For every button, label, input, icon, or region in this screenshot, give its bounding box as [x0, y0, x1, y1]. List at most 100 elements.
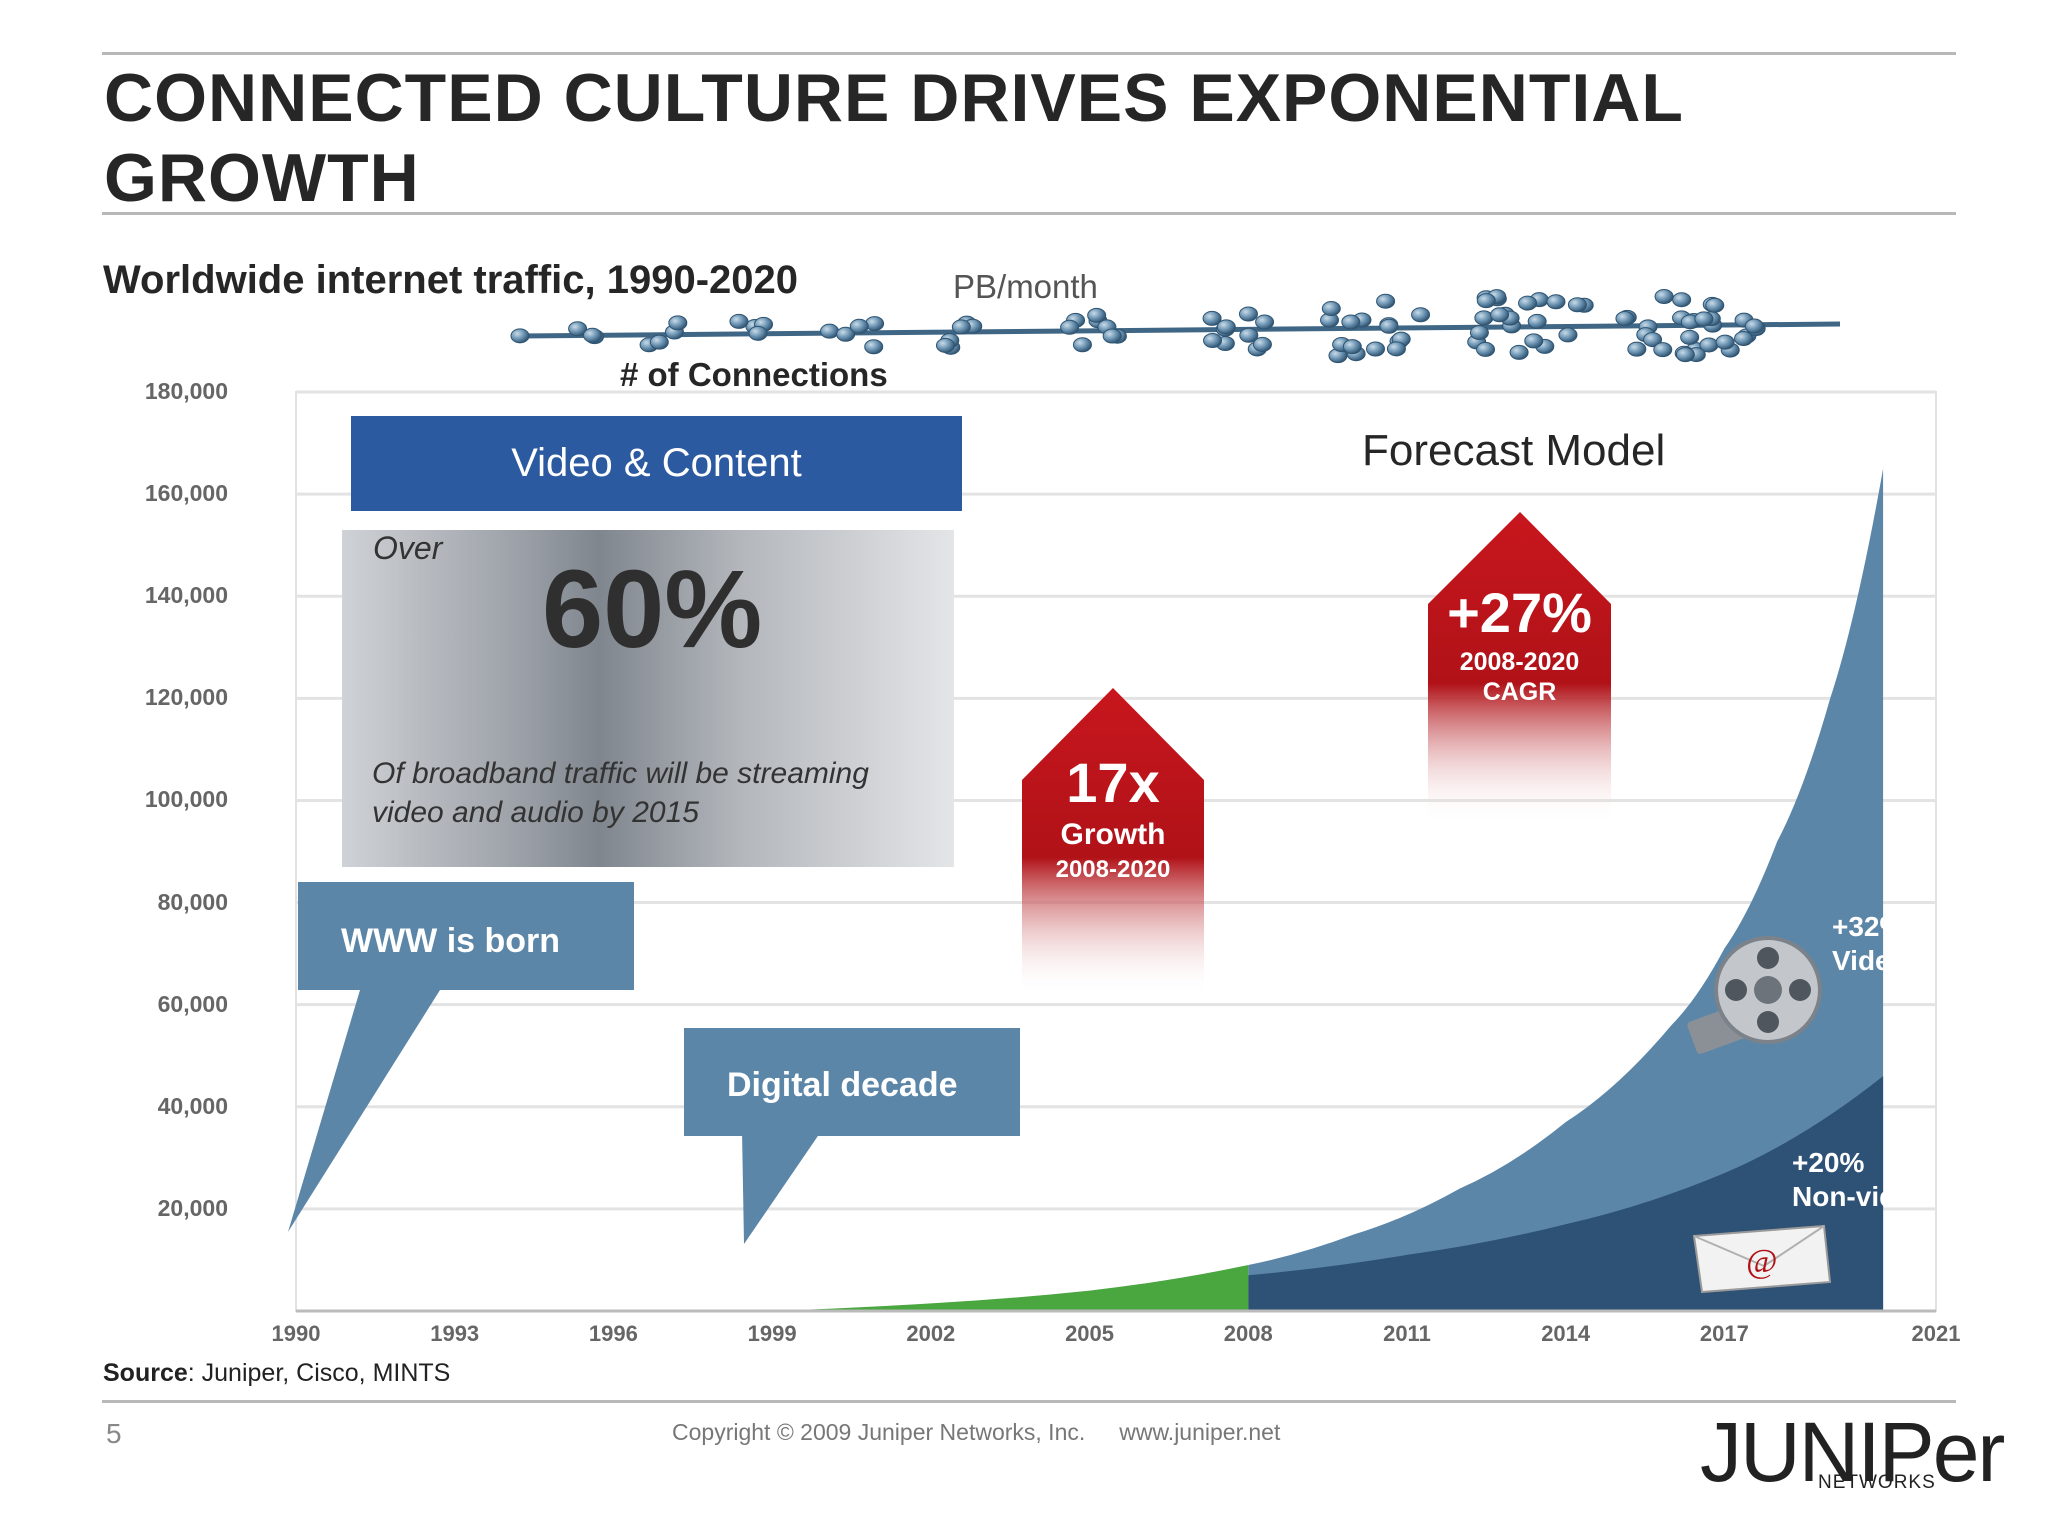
network-node [1476, 293, 1496, 309]
video-growth-label: +32% Video [1832, 910, 1908, 978]
network-node [1203, 333, 1223, 349]
video-content-heading: Video & Content [351, 416, 962, 511]
network-node [935, 337, 955, 353]
network-node [1469, 325, 1489, 341]
y-tick-label: 180,000 [144, 378, 228, 404]
digital-callout-tail [742, 1130, 822, 1244]
chart-title: Worldwide internet traffic, 1990-2020 [103, 258, 799, 302]
network-node [1366, 341, 1386, 357]
source-label: Source [103, 1359, 188, 1387]
cagr-percent: +27% [1447, 581, 1592, 644]
x-tick-label: 1996 [588, 1321, 638, 1346]
network-node [849, 318, 869, 334]
network-node [1744, 318, 1764, 334]
digital-callout [684, 1028, 1020, 1136]
area-historical [772, 1265, 1249, 1311]
nonvideo-growth-pct: +20% [1792, 1147, 1865, 1178]
connections-label: # of Connections [620, 356, 888, 393]
network-node [1072, 337, 1092, 353]
network-node [1252, 336, 1272, 352]
network-node [1342, 339, 1362, 355]
network-node [1558, 327, 1578, 343]
network-node [649, 334, 669, 350]
website-link[interactable]: www.juniper.net [1119, 1419, 1281, 1445]
slide-title: CONNECTED CULTURE DRIVES EXPONENTIAL GRO… [104, 60, 1683, 216]
network-node [1087, 307, 1107, 323]
network-node [1321, 301, 1341, 317]
x-tick-label: 2011 [1383, 1321, 1431, 1346]
network-node [748, 325, 768, 341]
connections-graphic [510, 288, 1841, 364]
nonvideo-growth-name: Non-video [1792, 1181, 1929, 1212]
top-rule [102, 52, 1956, 55]
network-node [1627, 341, 1647, 357]
network-node [1546, 294, 1566, 310]
percent-figure: 60% [542, 548, 763, 671]
footer-rule [102, 1400, 1956, 1403]
network-node [510, 328, 530, 344]
network-node [1376, 293, 1396, 309]
network-node [1411, 307, 1431, 323]
network-node [1653, 342, 1673, 358]
cagr-arrow [1428, 512, 1611, 824]
juniper-logo: JUNIPer [1700, 1405, 2005, 1499]
network-node [1524, 333, 1544, 349]
y-tick-label: 40,000 [157, 1092, 228, 1119]
area-video [1248, 468, 1884, 1311]
chart-unit: PB/month [953, 268, 1098, 305]
video-content-panel [342, 530, 954, 867]
network-node [951, 319, 971, 335]
network-node [1255, 314, 1275, 330]
network-node [1654, 288, 1674, 304]
network-nodes-icon [510, 288, 1766, 364]
juniper-logo-sub: NETWORKS [1818, 1472, 1936, 1493]
cagr-label: CAGR [1482, 678, 1557, 706]
network-node [1386, 341, 1406, 357]
network-node [1705, 297, 1725, 313]
network-node [1379, 318, 1399, 334]
network-node [1518, 295, 1538, 311]
x-tick-label: 2014 [1541, 1321, 1591, 1346]
title-underline [102, 212, 1956, 215]
video-growth-name: Video [1832, 945, 1908, 976]
network-node [1527, 313, 1547, 329]
network-node [836, 326, 856, 342]
network-node [1060, 319, 1080, 335]
network-node [1202, 310, 1222, 326]
connections-line [519, 321, 1841, 339]
cagr-period: 2008-2020 [1459, 648, 1580, 676]
growth-period: 2008-2020 [1055, 856, 1171, 883]
y-tick-label: 160,000 [144, 480, 228, 507]
copyright-line: Copyright © 2009 Juniper Networks, Inc. w… [672, 1419, 1280, 1446]
y-tick-label: 20,000 [157, 1194, 228, 1221]
x-tick-label: 1990 [271, 1321, 321, 1346]
digital-callout-text: Digital decade [727, 1066, 958, 1104]
page-number: 5 [106, 1418, 122, 1449]
network-node [1102, 328, 1122, 344]
growth-arrow [1022, 688, 1204, 996]
y-tick-label: 60,000 [157, 990, 228, 1017]
network-node [1567, 297, 1587, 313]
network-node [1238, 306, 1258, 322]
y-tick-label: 100,000 [144, 786, 228, 813]
nonvideo-growth-label: +20% Non-video [1792, 1146, 1929, 1214]
growth-label: Growth [1060, 818, 1166, 851]
network-node [1734, 330, 1754, 346]
network-node [1509, 344, 1529, 360]
film-reel-icon [1687, 936, 1822, 1054]
email-envelope-icon: @ [1692, 1224, 1832, 1294]
forecast-label: Forecast Model [1362, 426, 1666, 475]
network-node [582, 327, 602, 343]
x-tick-label: 2008 [1223, 1321, 1273, 1346]
source-text: : Juniper, Cisco, MINTS [187, 1359, 451, 1387]
www-callout-tail [288, 990, 440, 1232]
www-callout-text: WWW is born [341, 922, 561, 960]
x-tick-label: 2005 [1065, 1321, 1115, 1346]
network-node [1476, 341, 1496, 357]
copyright-text: Copyright © 2009 Juniper Networks, Inc. [672, 1419, 1086, 1445]
y-tick-label: 120,000 [144, 684, 228, 711]
x-tick-label: 1993 [430, 1321, 480, 1346]
network-node [568, 321, 588, 337]
network-node [1239, 327, 1259, 343]
network-node [668, 315, 688, 331]
